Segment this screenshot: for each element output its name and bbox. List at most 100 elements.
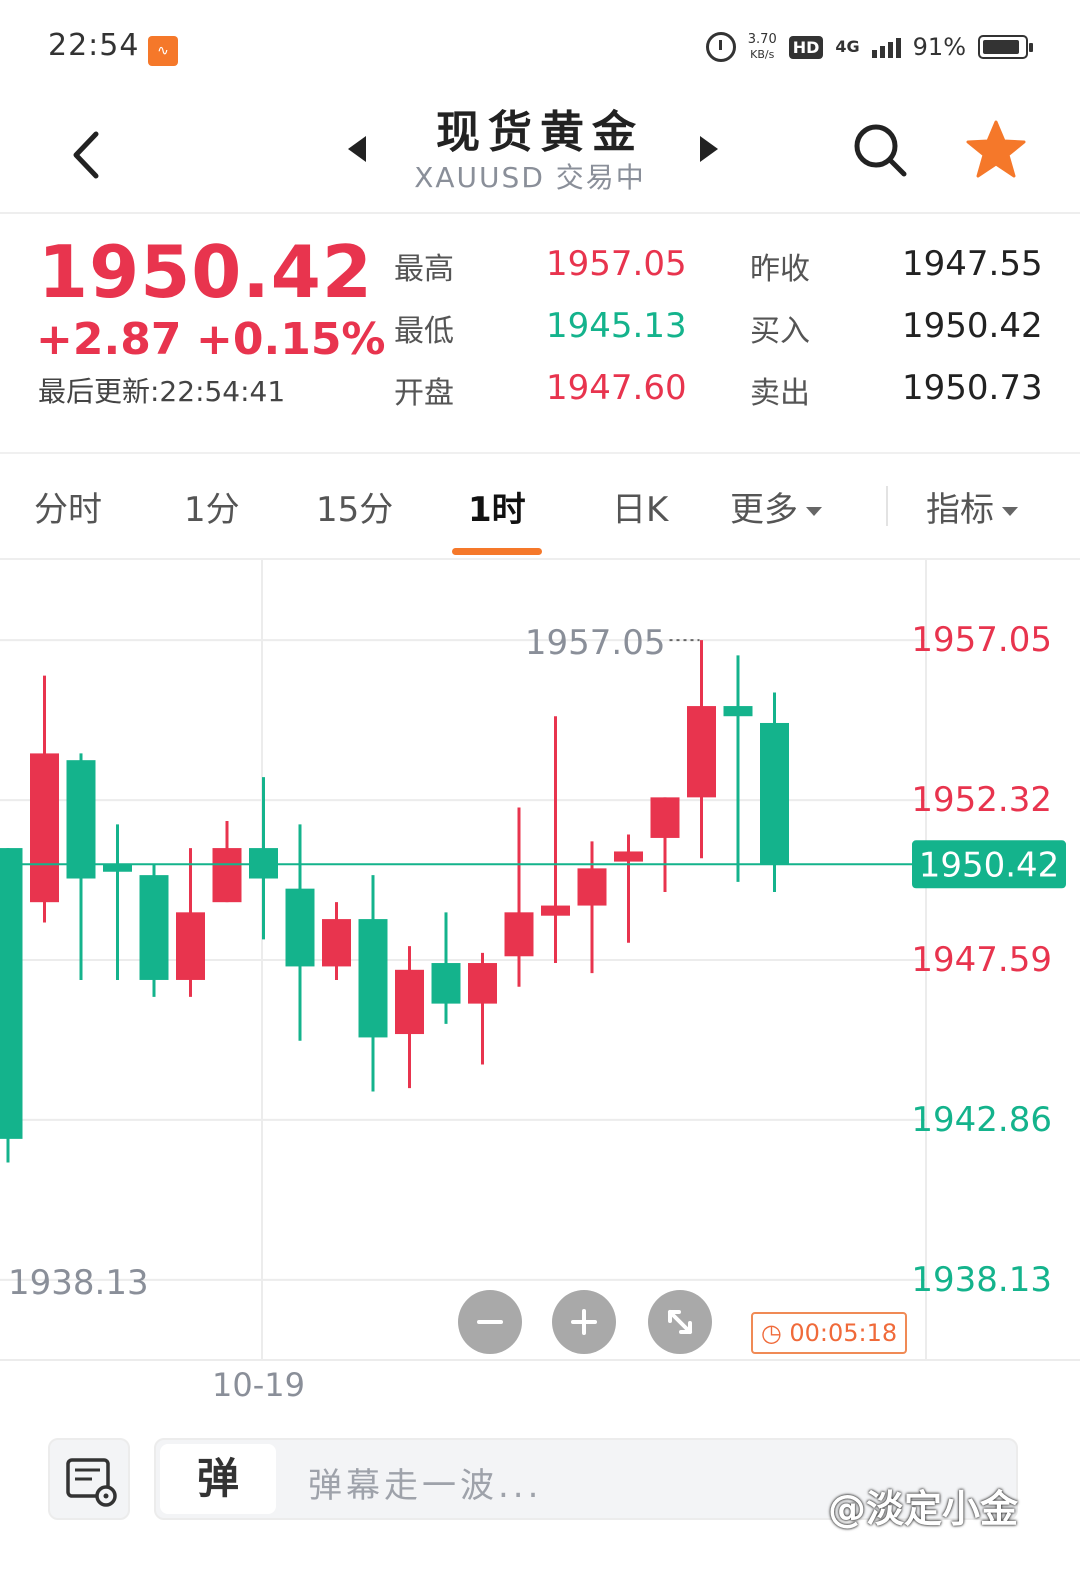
high-label: 最高: [394, 252, 454, 287]
net-speed: 3.70 KB/s: [748, 32, 777, 62]
high-marker-label: 1957.05: [525, 623, 666, 663]
current-price-tag: [912, 840, 1066, 889]
candle-body: [541, 905, 570, 916]
danmaku-placeholder: 弹幕走一波...: [308, 1466, 543, 1506]
price-change-percent: +0.15%: [196, 314, 386, 365]
tab-15min[interactable]: 15分: [316, 490, 394, 530]
tab-divider: [886, 486, 888, 526]
quote-panel: 1950.42 +2.87 +0.15% 最后更新:22:54:41 最高 19…: [0, 214, 1080, 454]
open-label: 开盘: [394, 376, 454, 411]
tab-1hour[interactable]: 1时: [468, 490, 526, 530]
candle-body: [358, 919, 388, 1038]
battery-icon: [978, 35, 1033, 59]
notes-button[interactable]: [48, 1438, 130, 1520]
ask-value: 1950.73: [902, 368, 1043, 408]
bid-label: 买入: [750, 314, 810, 349]
bid-value: 1950.42: [902, 306, 1043, 346]
y-axis-tick-label: 1952.32: [911, 780, 1052, 820]
chevron-down-icon: [1002, 507, 1018, 516]
low-label: 最低: [394, 314, 454, 349]
plus-icon: [571, 1309, 597, 1335]
status-icons: 3.70 KB/s HD 4G 91%: [705, 32, 1033, 62]
prev-instrument-icon[interactable]: [348, 136, 366, 162]
tab-timeshare[interactable]: 分时: [34, 490, 102, 530]
low-marker-label: 1938.13: [8, 1263, 149, 1303]
net-speed-value: 3.70: [747, 32, 777, 47]
document-settings-icon: [66, 1458, 117, 1507]
candle-body: [687, 706, 716, 798]
next-instrument-icon[interactable]: [700, 136, 718, 162]
tab-indicators-label: 指标: [926, 490, 994, 530]
signal-type: 4G: [835, 37, 860, 56]
candle-body: [504, 912, 534, 957]
current-price-tag-text: 1950.42: [919, 845, 1060, 885]
candle-body: [212, 848, 242, 903]
open-value: 1947.60: [546, 368, 687, 408]
ask-label: 卖出: [750, 376, 810, 411]
alarm-icon: [705, 32, 736, 62]
candle-body: [431, 963, 461, 1004]
tab-1min[interactable]: 1分: [184, 490, 240, 530]
fullscreen-button[interactable]: [648, 1290, 712, 1354]
candle-body: [614, 851, 643, 862]
tab-more[interactable]: 更多: [730, 482, 822, 531]
last-update: 最后更新:22:54:41: [38, 375, 286, 408]
battery-percent: 91%: [912, 33, 966, 61]
header: 现货黄金 XAUUSD 交易中: [0, 92, 1080, 214]
app-notification-icon: ∿: [148, 36, 178, 66]
page-title: 现货黄金: [436, 107, 644, 158]
tab-indicators[interactable]: 指标: [926, 482, 1018, 531]
candle-body: [760, 722, 789, 865]
chevron-down-icon: [806, 507, 822, 516]
tab-more-label: 更多: [730, 490, 798, 530]
y-axis-tick-label: 1947.59: [911, 940, 1052, 980]
chart-canvas[interactable]: 1957.05 1952.32 1947.59 1942.86 1938.13 1950…: [0, 560, 1080, 1420]
status-bar: 22:54 ∿ 3.70 KB/s HD 4G 91%: [0, 0, 1080, 100]
status-time: 22:54: [48, 28, 140, 63]
candle-body: [0, 848, 23, 1139]
high-value: 1957.05: [546, 244, 687, 284]
y-axis-tick-label: 1938.13: [911, 1260, 1052, 1300]
x-axis-date-label: 10-19: [212, 1366, 305, 1404]
low-value: 1945.13: [546, 306, 687, 346]
candle-body: [723, 706, 753, 717]
chart-candles: [0, 640, 789, 1163]
timer-value: 00:05:18: [789, 1319, 898, 1347]
back-arrow-icon[interactable]: [68, 130, 108, 180]
watermark: @淡定小金: [828, 1487, 1019, 1531]
price-change: +2.87: [36, 314, 182, 365]
candle-body: [30, 753, 59, 903]
candle-body: [139, 875, 169, 980]
candle-body: [322, 919, 351, 967]
signal-bars-icon: [871, 36, 901, 58]
candle-body: [249, 848, 278, 879]
candle-body: [468, 963, 497, 1004]
candlestick-chart[interactable]: 1957.05 1952.32 1947.59 1942.86 1938.13 1950…: [0, 560, 1080, 1420]
y-axis-tick-label: 1942.86: [911, 1100, 1052, 1140]
candle-body: [577, 868, 607, 906]
search-icon[interactable]: [852, 122, 908, 178]
danmaku-input[interactable]: 弹 弹幕走一波...: [154, 1438, 1018, 1520]
tab-daily[interactable]: 日K: [612, 490, 669, 530]
bottom-bar: 弹 弹幕走一波... @淡定小金: [0, 1420, 1080, 1588]
active-tab-indicator: [452, 548, 542, 555]
chart-right-axis: 1957.05 1952.32 1947.59 1942.86 1938.13: [911, 620, 1052, 1300]
candle-body: [650, 797, 680, 838]
hd-icon: HD: [788, 35, 824, 59]
page-subtitle: XAUUSD 交易中: [414, 161, 646, 194]
expand-icon: [668, 1310, 692, 1334]
zoom-in-button[interactable]: [552, 1290, 616, 1354]
y-axis-tick-label: 1957.05: [911, 620, 1052, 660]
candle-body: [66, 760, 96, 879]
prev-close-label: 昨收: [750, 252, 810, 287]
chart-markers: 1950.42 1957.05 1938.13: [0, 623, 1066, 1303]
candle-body: [176, 912, 205, 980]
net-speed-unit: KB/s: [750, 48, 775, 61]
candle-body: [395, 969, 424, 1035]
minus-icon: [477, 1320, 503, 1324]
zoom-out-button[interactable]: [458, 1290, 522, 1354]
danmaku-toggle-icon[interactable]: 弹: [160, 1444, 276, 1514]
candle-countdown-timer: ◷ 00:05:18: [751, 1312, 907, 1354]
candle-body: [103, 864, 132, 872]
favorite-star-icon[interactable]: [964, 118, 1028, 182]
